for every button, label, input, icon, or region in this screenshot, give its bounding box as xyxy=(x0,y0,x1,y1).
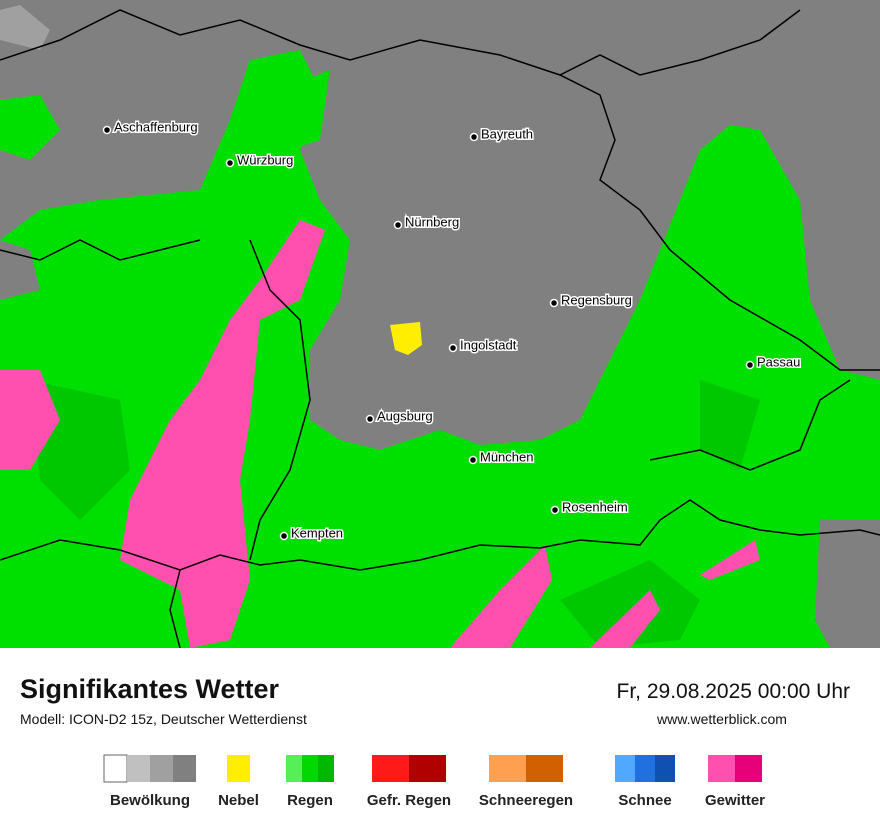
legend-swatch xyxy=(708,755,735,782)
cloud-area xyxy=(815,520,880,648)
thunderstorm-area xyxy=(450,540,760,648)
city-label: Ingolstadt xyxy=(460,337,517,352)
cloud-area xyxy=(760,130,880,380)
city-dot xyxy=(549,298,559,308)
city-label: Würzburg xyxy=(237,152,293,167)
city-label: Nürnberg xyxy=(405,214,459,229)
legend-swatch xyxy=(286,755,302,782)
city-label: Augsburg xyxy=(377,408,433,423)
legend-swatch xyxy=(526,755,563,782)
heavy-rain-area xyxy=(30,380,760,648)
borders xyxy=(0,9,880,649)
city-label: München xyxy=(480,449,533,464)
legend-label: Schnee xyxy=(618,792,671,809)
legend-label: Gefr. Regen xyxy=(367,792,451,809)
city-dot xyxy=(279,531,289,541)
city-dot xyxy=(550,505,560,515)
cloud-area xyxy=(0,240,40,300)
city-dot xyxy=(745,360,755,370)
city-label: Kempten xyxy=(291,525,343,540)
legend-swatch xyxy=(302,755,318,782)
city-label: Passau xyxy=(757,354,800,369)
legend-swatch xyxy=(489,755,526,782)
legend-swatch xyxy=(635,755,655,782)
legend-swatch xyxy=(318,755,334,782)
legend-swatch xyxy=(103,754,128,783)
city-dot xyxy=(393,220,403,230)
city-dot xyxy=(469,132,479,142)
legend-swatch xyxy=(655,755,675,782)
city-label: Bayreuth xyxy=(481,126,533,141)
legend-swatch xyxy=(372,755,409,782)
rain-area xyxy=(0,70,330,610)
legend-label: Schneeregen xyxy=(479,792,573,809)
city-label: Aschaffenburg xyxy=(114,119,198,134)
legend-swatch xyxy=(173,755,196,782)
cloud-area xyxy=(0,5,50,50)
footer xyxy=(0,648,880,830)
website: www.wetterblick.com xyxy=(656,711,787,727)
datetime: Fr, 29.08.2025 00:00 Uhr xyxy=(617,680,851,703)
legend-swatch xyxy=(127,755,150,782)
city-dot xyxy=(102,125,112,135)
legend-label: Gewitter xyxy=(705,792,765,809)
city-dot xyxy=(468,455,478,465)
city-dot xyxy=(448,343,458,353)
title: Signifikantes Wetter xyxy=(20,674,280,704)
legend-label: Nebel xyxy=(218,792,259,809)
thunderstorm-area xyxy=(120,220,325,648)
legend-swatch xyxy=(227,755,250,782)
fog-area xyxy=(390,322,422,355)
city-dot xyxy=(225,158,235,168)
weather-map xyxy=(0,0,880,649)
legend-label: Regen xyxy=(287,792,333,809)
cloud-area xyxy=(0,0,880,450)
cities: Aschaffenburg Würzburg Bayreuth Nürnberg Reg… xyxy=(102,118,802,542)
legend-swatch xyxy=(735,755,762,782)
legend-swatch xyxy=(150,755,173,782)
legend-swatch xyxy=(409,755,446,782)
city-dot xyxy=(365,414,375,424)
legend: Bewölkung Nebel Regen Gefr. Regen Schneerege… xyxy=(103,754,765,809)
legend-swatch xyxy=(615,755,635,782)
city-label: Rosenheim xyxy=(562,499,628,514)
thunderstorm-area xyxy=(0,370,60,470)
legend-label: Bewölkung xyxy=(110,792,190,809)
city-label: Regensburg xyxy=(561,292,632,307)
model: Modell: ICON-D2 15z, Deutscher Wetterdie… xyxy=(20,711,307,727)
